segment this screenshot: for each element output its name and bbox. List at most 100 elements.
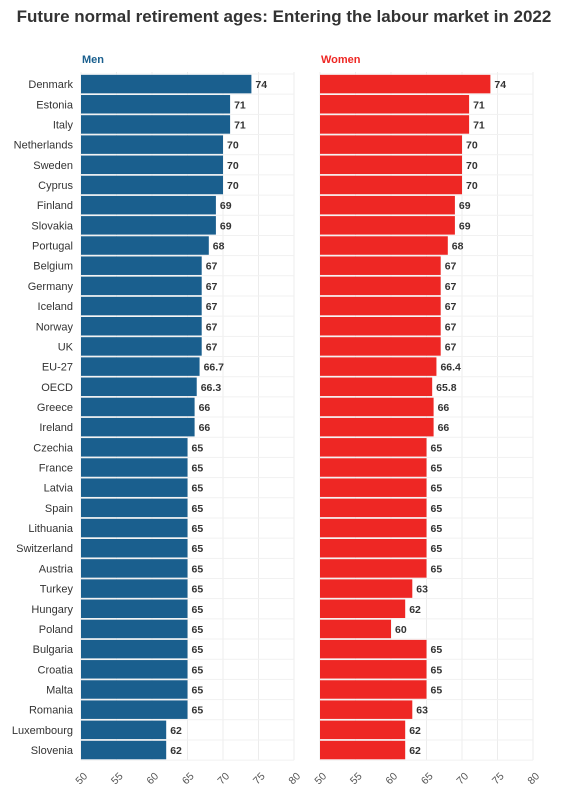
category-label: Croatia [38,664,74,676]
data-label: 62 [409,745,421,757]
bar [320,337,441,356]
data-label: 71 [473,99,485,111]
bar [81,417,195,437]
data-label: 69 [459,220,471,232]
bar [320,216,455,235]
data-label: 70 [466,180,478,192]
data-label: 66 [438,402,450,414]
category-label: Malta [46,684,74,696]
data-label: 63 [416,705,428,717]
data-label: 71 [234,119,246,131]
x-tick-label: 55 [109,770,126,787]
data-label: 67 [206,301,218,313]
x-tick-label: 50 [312,770,329,787]
data-label: 65 [431,563,443,575]
data-label: 69 [459,200,471,212]
bar [81,195,216,215]
data-label: 67 [206,261,218,273]
bar [81,538,188,558]
category-label: Ireland [39,422,73,434]
data-label: 65 [192,644,204,656]
x-tick-label: 60 [144,770,161,787]
bar [81,256,202,275]
data-label: 66 [199,402,211,414]
data-label: 62 [170,725,182,737]
bar [320,639,427,659]
category-label: Finland [37,200,73,212]
bar [320,538,427,558]
bar [320,115,470,134]
bar [320,438,427,457]
category-label: EU-27 [42,362,73,374]
bar [320,95,470,114]
x-tick-label: 65 [419,770,436,787]
data-label: 66 [438,422,450,434]
data-label: 65 [192,483,204,495]
bar [320,236,448,255]
category-label: Romania [29,705,74,717]
category-label: Turkey [40,584,74,596]
data-label: 70 [227,160,239,172]
data-label: 65 [192,705,204,717]
bar [320,317,441,336]
bar [81,135,223,154]
x-tick-label: 80 [525,770,542,787]
data-label: 65 [192,604,204,616]
bar [81,660,188,679]
bar [320,276,441,296]
bar [320,579,413,598]
data-label: 70 [227,180,239,192]
data-label: 66 [199,422,211,434]
bar [81,700,188,719]
data-label: 65 [431,664,443,676]
category-label: Lithuania [28,523,74,535]
bar [320,377,433,397]
x-tick-label: 55 [348,770,365,787]
x-tick-label: 75 [490,770,507,787]
bar [81,337,202,356]
bar [81,559,188,578]
data-label: 66.3 [201,382,222,394]
bar [81,115,231,134]
data-label: 67 [445,301,457,313]
category-label: Austria [39,563,74,575]
data-label: 65 [192,684,204,696]
x-tick-label: 75 [251,770,268,787]
bar [320,256,441,275]
x-tick-label: 80 [286,770,303,787]
bar [320,619,391,639]
bar [320,458,427,477]
category-label: OECD [41,382,73,394]
x-tick-label: 70 [215,770,232,787]
bar [320,680,427,699]
category-label: Slovakia [31,220,73,232]
bar [81,458,188,477]
data-label: 65 [192,523,204,535]
data-label: 71 [473,119,485,131]
category-label: Spain [45,503,73,515]
data-label: 65 [431,543,443,555]
data-label: 68 [452,241,464,253]
bar [81,216,216,235]
data-label: 67 [445,261,457,273]
bar [81,599,188,619]
data-label: 74 [255,79,267,91]
category-label: Czechia [33,442,74,454]
data-label: 71 [234,99,246,111]
data-label: 67 [445,321,457,333]
data-label: 70 [466,140,478,152]
bar [81,740,167,760]
category-label: Netherlands [14,140,74,152]
data-label: 66.4 [440,362,461,374]
data-label: 62 [409,604,421,616]
data-label: 65 [192,503,204,515]
bar [81,296,202,316]
category-label: Belgium [33,261,73,273]
category-label: UK [58,341,74,353]
bar [81,478,188,497]
x-tick-label: 50 [73,770,90,787]
data-label: 74 [494,79,506,91]
x-tick-label: 60 [383,770,400,787]
data-label: 67 [445,341,457,353]
